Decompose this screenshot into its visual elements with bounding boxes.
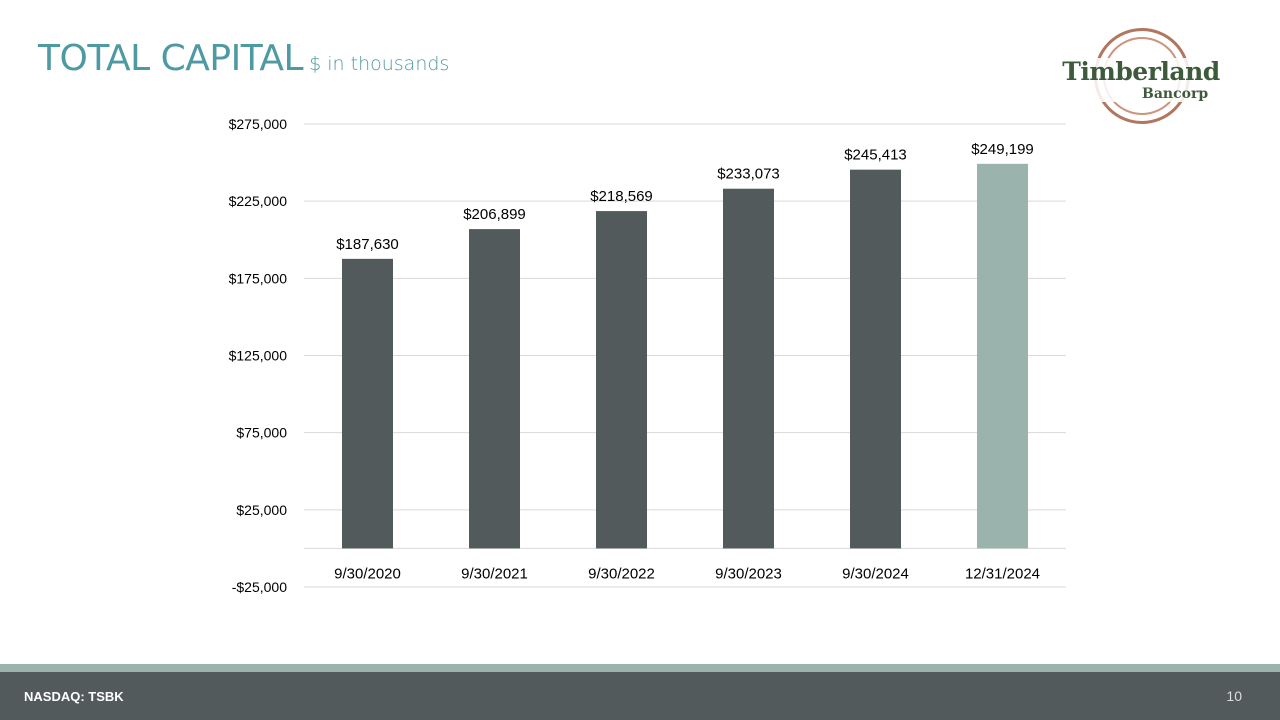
data-label: $233,073 bbox=[717, 166, 780, 183]
chart-title: TOTAL CAPITAL bbox=[38, 38, 304, 79]
footer-bar bbox=[0, 672, 1280, 720]
data-label: $245,413 bbox=[844, 147, 907, 164]
footer-ticker: NASDAQ: TSBK bbox=[24, 689, 124, 704]
chart-subtitle: $ in thousands bbox=[309, 53, 450, 75]
bar bbox=[977, 163, 1028, 549]
bar bbox=[596, 211, 647, 549]
page-number: 10 bbox=[1226, 688, 1242, 704]
data-label: $218,569 bbox=[590, 188, 653, 205]
x-tick-label: 12/31/2024 bbox=[965, 565, 1040, 582]
x-tick-label: 9/30/2020 bbox=[334, 565, 401, 582]
y-tick-label: -$25,000 bbox=[232, 579, 287, 595]
bar bbox=[850, 169, 901, 549]
x-tick-label: 9/30/2021 bbox=[461, 565, 528, 582]
data-label: $187,630 bbox=[336, 236, 399, 253]
y-tick-label: $175,000 bbox=[229, 270, 288, 286]
bar bbox=[342, 258, 393, 549]
y-tick-label: $275,000 bbox=[229, 116, 288, 132]
x-tick-label: 9/30/2023 bbox=[715, 565, 782, 582]
y-tick-label: $75,000 bbox=[236, 425, 287, 441]
footer-accent-stripe bbox=[0, 664, 1280, 672]
y-tick-label: $225,000 bbox=[229, 193, 288, 209]
logo-sub: Bancorp bbox=[1142, 86, 1209, 102]
bar-chart: -$25,000 $25,000 $75,000 $125,000 $175,000 $2… bbox=[229, 116, 1066, 595]
x-tick-label: 9/30/2024 bbox=[842, 565, 909, 582]
bar bbox=[723, 188, 774, 549]
x-tick-label: 9/30/2022 bbox=[588, 565, 655, 582]
bar bbox=[469, 229, 520, 549]
data-label: $206,899 bbox=[463, 206, 526, 223]
data-label: $249,199 bbox=[971, 141, 1034, 158]
logo-name: Timberland bbox=[1062, 57, 1220, 86]
company-logo: Timberland Bancorp bbox=[1056, 26, 1226, 126]
y-tick-label: $125,000 bbox=[229, 348, 288, 364]
page-title: TOTAL CAPITAL $ in thousands bbox=[38, 38, 449, 79]
y-tick-label: $25,000 bbox=[236, 502, 287, 518]
